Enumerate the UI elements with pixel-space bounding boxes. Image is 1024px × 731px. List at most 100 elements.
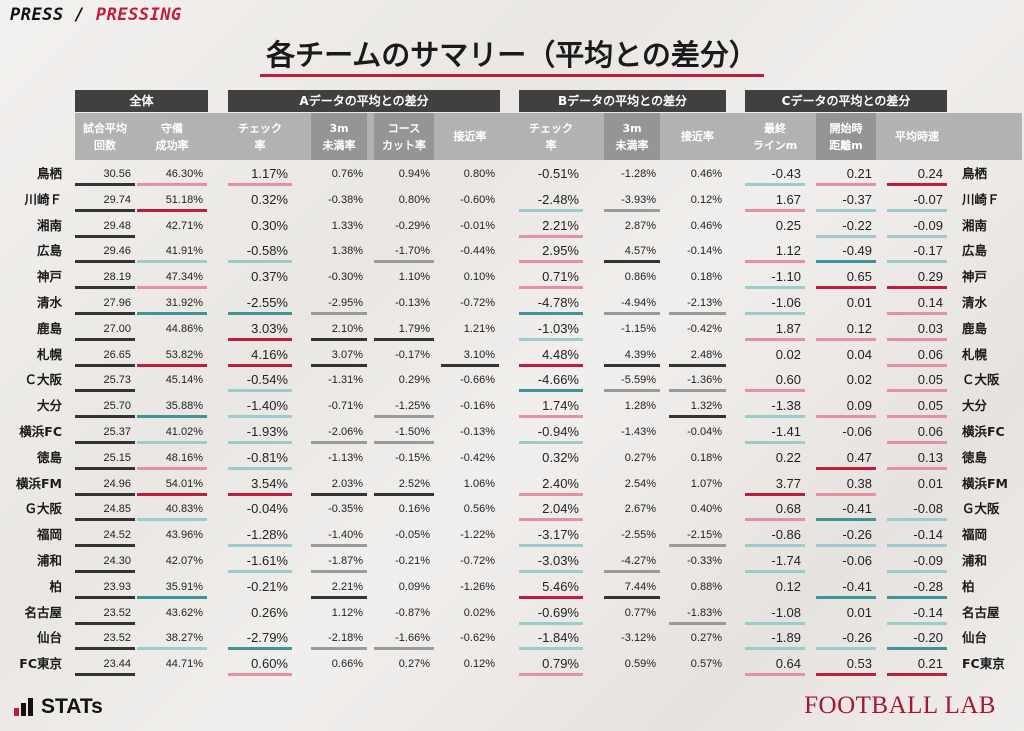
table-cell: 54.01% (165, 477, 203, 490)
table-cell: 51.18% (165, 193, 203, 206)
value-bar (519, 389, 583, 393)
value-bar (745, 518, 805, 522)
team-name: FC東京 (19, 656, 62, 672)
table-cell: 0.01 (846, 295, 872, 310)
table-cell: -1.93% (246, 424, 288, 439)
page-title-text: 各チームのサマリー（平均との差分） (260, 38, 764, 77)
table-cell: 2.21% (331, 580, 363, 593)
table-cell: -0.51% (537, 166, 579, 181)
table-cell: -0.43 (771, 166, 801, 181)
value-bar (519, 621, 583, 625)
table-cell: 2.10% (331, 322, 363, 335)
table-cell: 28.19 (103, 271, 131, 284)
column-header: 3m 未満率 (604, 113, 660, 160)
team-name: 名古屋 (24, 604, 62, 620)
value-bar (311, 492, 367, 496)
table-cell: -0.17% (395, 348, 430, 361)
value-bar (816, 673, 876, 677)
value-bar (519, 337, 583, 341)
value-bar (816, 415, 876, 419)
table-cell: 24.52 (103, 529, 131, 542)
table-row: 札幌 26.65 53.82% 4.16% 3.07% -0.17% 3.10% 4.48% 4… (0, 343, 1024, 369)
value-bar (604, 312, 660, 315)
table-cell: -0.16% (460, 400, 495, 413)
table-cell: 24.96 (103, 477, 131, 490)
table-row: 清水 27.96 31.92% -2.55% -2.95% -0.13% -0.72% -4.… (0, 291, 1024, 317)
value-bar (887, 208, 947, 212)
table-cell: -1.22% (460, 529, 495, 542)
value-bar (75, 518, 135, 522)
table-cell: -0.01% (460, 219, 495, 232)
value-bar (816, 337, 876, 341)
table-cell: -0.26 (842, 527, 872, 543)
table-cell: 0.16% (398, 503, 430, 516)
table-cell: 42.07% (165, 555, 203, 567)
column-header: 開始時 距離m (816, 113, 876, 160)
table-cell: 1.28% (624, 400, 656, 413)
table-cell: 0.38 (846, 475, 872, 491)
table-cell: -0.38% (328, 193, 363, 206)
table-cell: 0.13 (917, 449, 943, 465)
value-bar (519, 234, 583, 238)
value-bar (887, 183, 947, 186)
table-cell: -0.06 (842, 553, 872, 568)
value-bar (887, 415, 947, 419)
value-bar (887, 673, 947, 677)
value-bar (311, 441, 367, 444)
table-cell: 2.95% (542, 243, 579, 259)
value-bar (137, 286, 207, 290)
team-name-right: 仙台 (962, 630, 988, 646)
table-cell: -1.15% (621, 322, 656, 335)
table-row: 横浜FM 24.96 54.01% 3.54% 2.03% 2.52% 1.06% 2.40%… (0, 472, 1024, 498)
table-cell: 0.09 (846, 398, 872, 414)
team-name-right: 福岡 (962, 527, 988, 543)
table-row: 徳島 25.15 48.16% -0.81% -1.13% -0.15% -0.42% 0.3… (0, 446, 1024, 472)
table-cell: -0.13% (395, 297, 430, 309)
table-cell: -1.28% (246, 527, 288, 543)
table-cell: -0.22 (842, 217, 872, 233)
team-name-right: 札幌 (962, 346, 988, 362)
table-cell: 1.10% (398, 271, 430, 284)
table-cell: -0.06 (842, 424, 872, 439)
value-bar (311, 363, 367, 367)
group-header-overall: 全体 (75, 90, 208, 112)
table-cell: 41.91% (165, 245, 203, 258)
team-name-right: Ｃ大阪 (962, 372, 1000, 388)
table-cell: -0.04% (687, 426, 722, 438)
value-bar (887, 234, 947, 238)
table-cell: -0.81% (246, 449, 288, 465)
value-bar (745, 647, 805, 651)
table-cell: -3.03% (537, 553, 579, 568)
value-bar (75, 441, 135, 444)
value-bar (887, 441, 947, 444)
stats-logo: STATs (14, 695, 103, 719)
value-bar (887, 518, 947, 522)
team-name-right: Ｇ大阪 (962, 501, 1000, 517)
value-bar (745, 337, 805, 341)
table-row: 横浜FC 25.37 41.02% -1.93% -2.06% -1.50% -0.13% -… (0, 420, 1024, 446)
table-cell: -4.94% (621, 297, 656, 309)
table-cell: -1.61% (246, 553, 288, 568)
table-row: FC東京 23.44 44.71% 0.60% 0.66% 0.27% 0.12% 0.79%… (0, 652, 1024, 678)
table-row: 鳥栖 30.56 46.30% 1.17% 0.76% 0.94% 0.80% -0.51% -… (0, 162, 1024, 188)
value-bar (75, 595, 135, 599)
table-cell: -1.08 (771, 604, 801, 620)
column-header: チェック 率 (529, 121, 573, 152)
table-cell: -1.38 (771, 398, 801, 414)
value-bar (887, 286, 947, 290)
table-cell: 4.39% (624, 348, 656, 361)
table-row: 神戸 28.19 47.34% 0.37% -0.30% 1.10% 0.10% 0.71% 0… (0, 265, 1024, 291)
table-cell: 25.73 (103, 374, 131, 387)
table-cell: 7.44% (624, 580, 656, 593)
football-lab-logo: FOOTBALL LAB (804, 692, 996, 719)
table-cell: 0.04 (846, 346, 872, 362)
table-row: 大分 25.70 35.88% -1.40% -0.71% -1.25% -0.16% 1.7… (0, 394, 1024, 420)
value-bar (374, 415, 434, 419)
table-cell: 41.02% (165, 426, 203, 438)
table-cell: -0.44% (460, 245, 495, 258)
table-cell: -0.58% (246, 243, 288, 259)
value-bar (887, 337, 947, 341)
table-cell: 0.46% (690, 219, 722, 232)
table-cell: -1.87% (328, 555, 363, 567)
table-cell: 5.46% (542, 578, 579, 594)
